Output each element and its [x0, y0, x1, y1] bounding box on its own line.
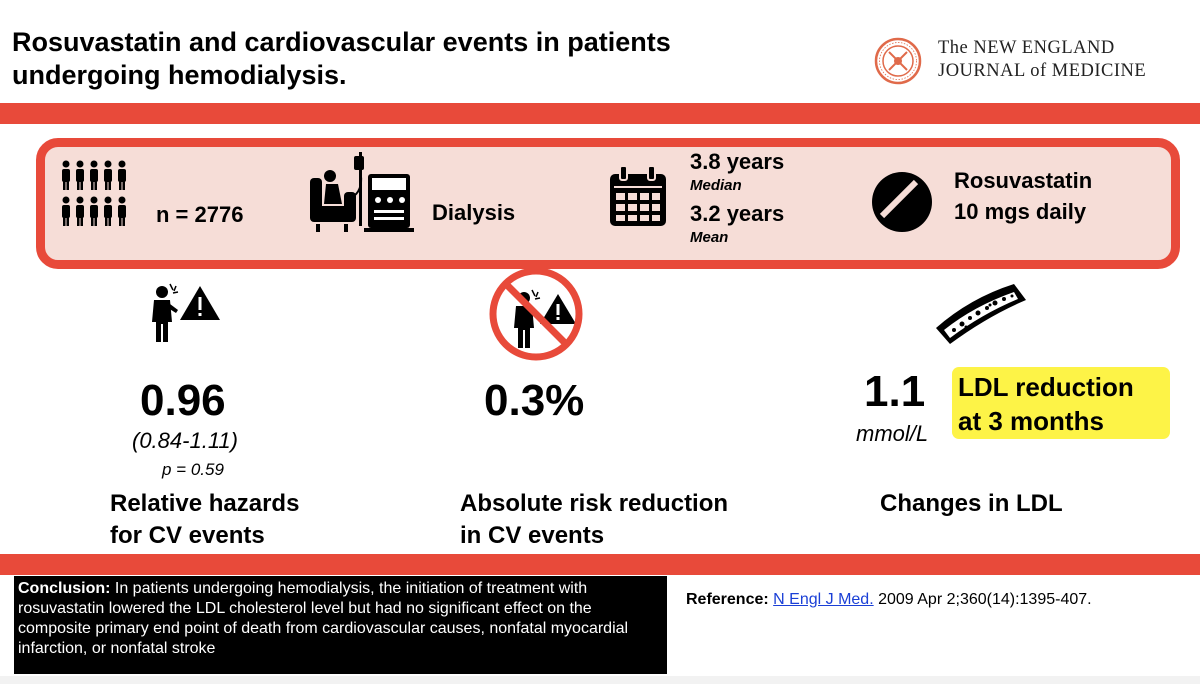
page-title: Rosuvastatin and cardiovascular events i…	[12, 27, 671, 90]
ldl-change-label: Changes in LDL	[880, 490, 1063, 517]
ldl-change-unit: mmol/L	[856, 421, 929, 446]
drug-dose: 10 mgs daily	[954, 199, 1087, 224]
nejm-seal-icon	[874, 37, 922, 85]
mean-duration-value: 3.2 years	[690, 201, 785, 226]
top-divider-bar	[0, 103, 1200, 124]
dialysis-label: Dialysis	[432, 200, 516, 225]
journal-name: The NEW ENGLAND JOURNAL of MEDICINE	[938, 37, 1146, 83]
absolute-risk-reduction-label: Absolute risk reduction in CV events	[460, 488, 728, 552]
journal-name-line2: JOURNAL of MEDICINE	[938, 61, 1147, 81]
ldl-highlight-line2: at 3 months	[958, 406, 1104, 436]
drug-name: Rosuvastatin	[954, 168, 1093, 193]
sample-size-label: n = 2776	[156, 202, 244, 227]
ldl-change-value: 1.1	[864, 367, 926, 416]
reference-label: Reference:	[686, 591, 769, 608]
median-duration-label: Median	[690, 177, 742, 194]
bottom-divider-bar	[0, 554, 1200, 575]
hazard-label-line2: for CV events	[110, 522, 265, 549]
ldl-highlight-text: LDL reduction at 3 months	[958, 370, 1134, 438]
median-duration-value: 3.8 years	[690, 149, 785, 174]
reference: Reference: N Engl J Med. 2009 Apr 2;360(…	[686, 591, 1092, 609]
calendar-icon	[610, 166, 666, 226]
hazard-ratio-p-value: p = 0.59	[162, 460, 224, 479]
chest-pain-warning-icon	[152, 283, 220, 342]
hazard-ratio-label: Relative hazards for CV events	[110, 488, 299, 552]
arr-label-line2: in CV events	[460, 522, 605, 549]
hazard-label-line1: Relative hazards	[110, 490, 300, 517]
conclusion-text: In patients undergoing hemodialysis, the…	[18, 580, 629, 657]
conclusion-heading: Conclusion:	[18, 580, 111, 597]
people-icon	[62, 160, 126, 226]
conclusion-box: Conclusion: In patients undergoing hemod…	[14, 576, 667, 674]
reference-link[interactable]: N Engl J Med.	[773, 591, 874, 608]
reference-citation: 2009 Apr 2;360(14):1395-407.	[878, 591, 1092, 608]
pill-icon	[872, 172, 932, 232]
absolute-risk-reduction-value: 0.3%	[484, 376, 585, 425]
study-summary-box	[36, 138, 1180, 269]
ldl-highlight-box	[952, 367, 1170, 439]
dialysis-patient-icon	[310, 152, 414, 232]
mean-duration-label: Mean	[690, 229, 729, 246]
no-chest-pain-icon	[489, 267, 583, 361]
ldl-highlight-line1: LDL reduction	[958, 372, 1134, 402]
hazard-ratio-value: 0.96	[140, 376, 226, 425]
hazard-ratio-ci: (0.84-1.11)	[132, 428, 238, 453]
arr-label-line1: Absolute risk reduction	[460, 490, 729, 517]
artery-plaque-icon	[936, 284, 1026, 344]
bottom-strip	[0, 676, 1200, 684]
journal-name-line1: The NEW ENGLAND	[938, 38, 1115, 58]
